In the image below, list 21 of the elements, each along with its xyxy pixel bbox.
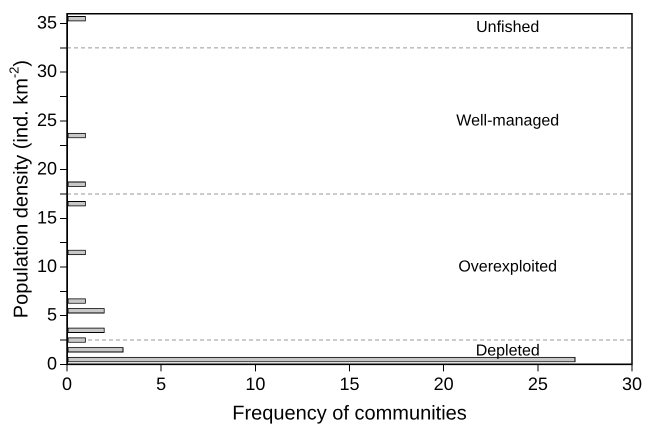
x-axis-title: Frequency of communities [232,402,467,425]
y-tick-label: 30 [36,61,58,82]
x-tick-label: 20 [434,374,454,394]
y-tick-label: 5 [47,304,58,325]
y-tick-label: 20 [36,158,58,179]
annotation: Overexploited [458,258,558,276]
x-tick-label: 0 [62,374,72,394]
y-tick-label: 15 [36,207,58,228]
x-tick-label: 5 [156,374,166,394]
y-tick-label: 0 [47,353,58,374]
annotation: Depleted [476,342,540,360]
annotation: Unfished [476,19,540,36]
y-tick-label: 35 [36,12,58,33]
x-tick-label: 15 [339,374,360,394]
y-axis-title: Population density (ind. km-2) [6,60,33,318]
x-tick-label: 25 [528,374,548,394]
annotation: Well-managed [456,112,560,130]
y-tick-label: 25 [36,110,58,130]
x-tick-label: 30 [622,374,642,394]
y-tick-label: 10 [36,256,58,276]
x-tick-label: 10 [245,374,266,394]
